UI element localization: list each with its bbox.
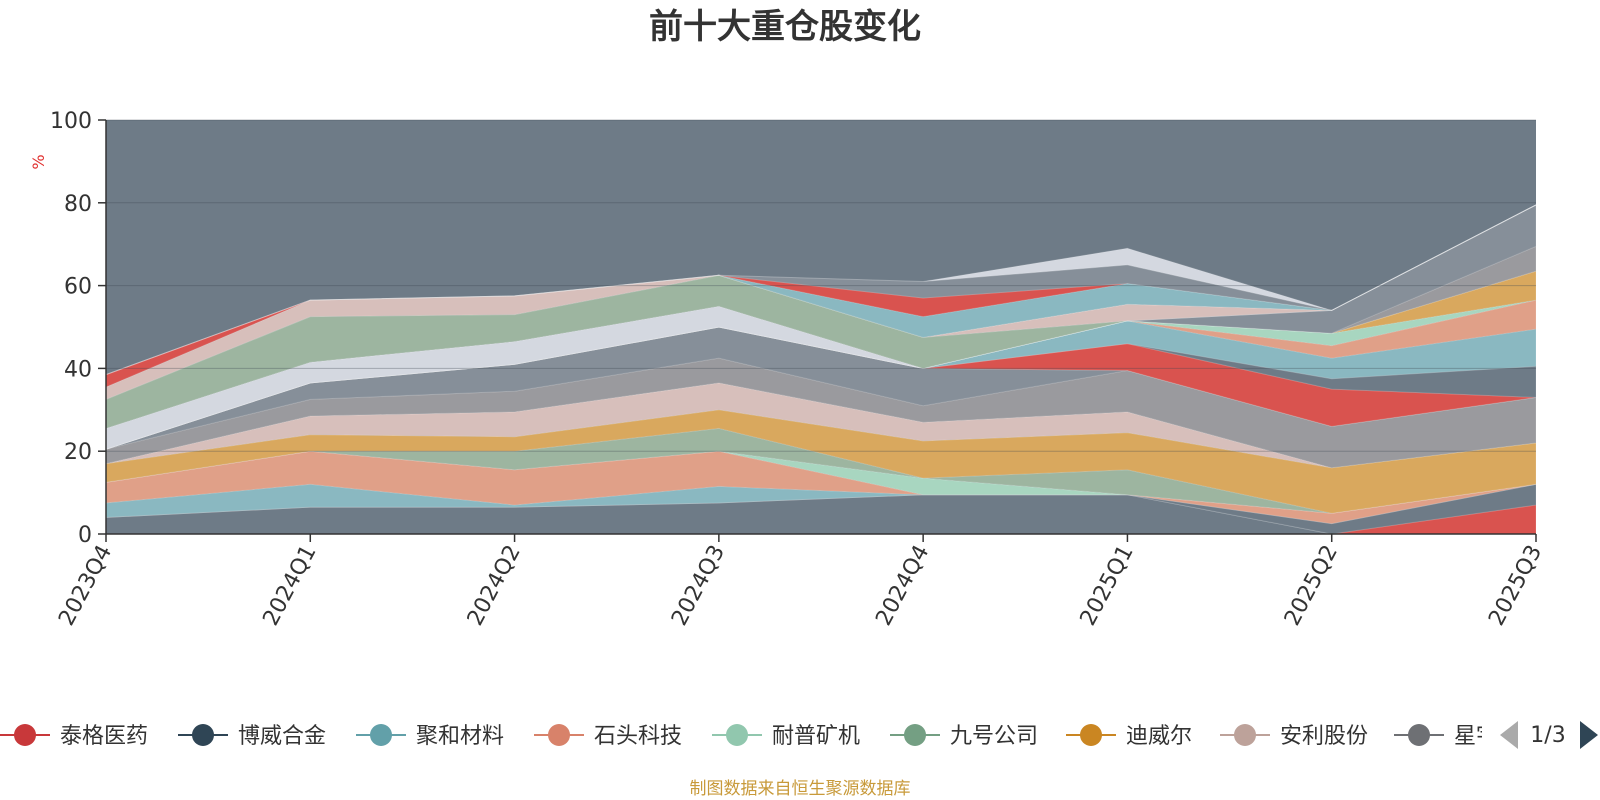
legend-label: 博威合金	[238, 724, 326, 749]
legend-item-5[interactable]: 耐普矿机	[712, 724, 860, 749]
area-series-28	[105, 204, 1537, 376]
y-tick-label-80: 80	[64, 192, 92, 217]
legend: 泰格医药 博威合金 聚和材料 石头科技 耐普矿机 九号公司 迪威尔 安利股份 星宇股份	[0, 724, 1542, 749]
area-series-23	[105, 204, 1537, 401]
legend-marker-icon	[548, 724, 570, 746]
x-tick-label-2024Q2: 2024Q2	[463, 541, 526, 630]
area-series-24	[105, 204, 1537, 388]
y-tick-label-60: 60	[64, 275, 92, 300]
legend-item-4[interactable]: 石头科技	[534, 724, 682, 749]
legend-label: 泰格医药	[60, 724, 148, 749]
x-tick-label-2025Q2: 2025Q2	[1280, 541, 1343, 630]
x-tick-label-2025Q1: 2025Q1	[1076, 541, 1139, 630]
x-tick-label-2024Q3: 2024Q3	[667, 541, 730, 630]
axes	[105, 120, 1536, 535]
legend-label: 星宇股份	[1454, 724, 1542, 749]
x-tick-label-2025Q3: 2025Q3	[1484, 541, 1547, 630]
legend-marker-icon	[1080, 724, 1102, 746]
legend-label: 迪威尔	[1126, 724, 1192, 749]
source-note: 制图数据来自恒生聚源数据库	[690, 779, 911, 799]
legend-label: 安利股份	[1280, 724, 1368, 749]
legend-marker-icon	[192, 724, 214, 746]
legend-item-2[interactable]: 博威合金	[178, 724, 326, 749]
legend-label: 聚和材料	[416, 724, 504, 749]
x-tick-label-2024Q1: 2024Q1	[259, 541, 322, 630]
plot-area	[105, 120, 1537, 535]
legend-marker-icon	[14, 724, 36, 746]
grid-lines	[106, 119, 1536, 452]
legend-label: 石头科技	[594, 724, 682, 749]
y-tick-label-100: 100	[50, 109, 92, 134]
legend-item-6[interactable]: 九号公司	[890, 724, 1038, 749]
y-tick-label-20: 20	[64, 440, 92, 465]
y-axis-label: %	[29, 154, 48, 169]
legend-marker-icon	[1234, 724, 1256, 746]
legend-label: 耐普矿机	[772, 724, 860, 749]
legend-marker-icon	[370, 724, 392, 746]
area-series-22	[105, 204, 1537, 430]
legend-item-3[interactable]: 聚和材料	[356, 724, 504, 749]
y-tick-label-0: 0	[78, 523, 92, 548]
legend-page-indicator: 1/3	[1530, 723, 1565, 748]
legend-label: 九号公司	[950, 724, 1038, 749]
y-ticks: 0 20 40 60 80 100	[50, 109, 106, 548]
legend-item-1[interactable]: 泰格医药	[0, 724, 148, 749]
legend-marker-icon	[726, 724, 748, 746]
area-series-4	[105, 483, 1537, 525]
x-tick-label-2024Q4: 2024Q4	[871, 541, 934, 630]
legend-prev-page-icon[interactable]	[1500, 721, 1518, 749]
legend-pager: 1/3	[1500, 721, 1598, 749]
legend-marker-icon	[1408, 724, 1430, 746]
y-tick-label-40: 40	[64, 357, 92, 382]
x-tick-label-2023Q4: 2023Q4	[54, 541, 117, 630]
legend-item-9[interactable]: 星宇股份	[1394, 724, 1542, 749]
legend-next-page-icon[interactable]	[1580, 721, 1598, 749]
legend-item-7[interactable]: 迪威尔	[1066, 724, 1192, 749]
legend-marker-icon	[904, 724, 926, 746]
legend-item-8[interactable]: 安利股份	[1220, 724, 1368, 749]
chart-title: 前十大重仓股变化	[649, 7, 921, 47]
x-ticks: 2023Q4 2024Q1 2024Q2 2024Q3 2024Q4 2025Q1 2025…	[54, 534, 1547, 630]
